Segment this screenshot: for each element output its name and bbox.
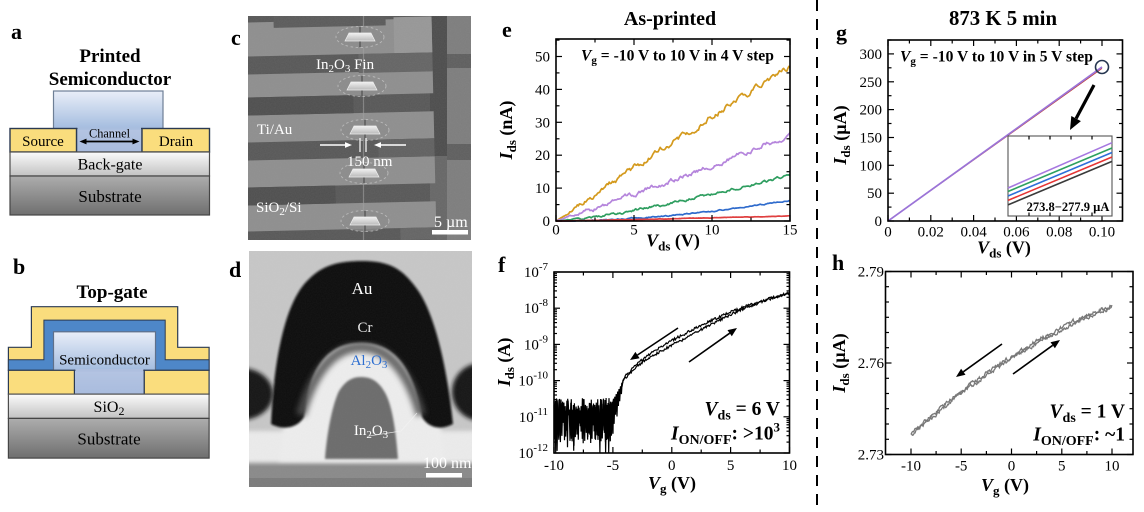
svg-text:Ids (µA): Ids (µA) — [830, 105, 853, 165]
svg-text:0: 0 — [1008, 459, 1016, 475]
svg-text:b: b — [13, 254, 25, 279]
svg-text:c: c — [231, 25, 241, 50]
svg-text:-10: -10 — [901, 459, 921, 475]
svg-text:15: 15 — [783, 223, 798, 239]
svg-text:0: 0 — [875, 214, 883, 230]
svg-text:Ids (nA): Ids (nA) — [496, 101, 519, 161]
svg-text:40: 40 — [535, 82, 550, 98]
svg-text:Semiconductor: Semiconductor — [59, 353, 150, 369]
svg-text:0: 0 — [543, 214, 551, 230]
svg-text:30: 30 — [535, 115, 550, 131]
svg-text:50: 50 — [535, 50, 550, 66]
svg-text:Cr: Cr — [358, 320, 373, 336]
svg-text:20: 20 — [535, 148, 550, 164]
svg-text:10: 10 — [1105, 459, 1120, 475]
svg-text:10: 10 — [535, 181, 550, 197]
svg-text:-5: -5 — [607, 458, 620, 474]
svg-text:Vg (V): Vg (V) — [981, 475, 1029, 498]
svg-text:300: 300 — [860, 47, 883, 63]
svg-text:100: 100 — [860, 158, 883, 174]
svg-text:Printed: Printed — [79, 46, 141, 67]
svg-text:5 µm: 5 µm — [434, 214, 468, 231]
svg-text:Top-gate: Top-gate — [76, 282, 147, 303]
svg-text:150: 150 — [860, 131, 883, 147]
svg-text:10: 10 — [782, 458, 797, 474]
svg-text:100 nm: 100 nm — [423, 455, 472, 472]
svg-text:e: e — [502, 17, 512, 42]
svg-text:0.10: 0.10 — [1089, 225, 1115, 241]
svg-text:Vds (V): Vds (V) — [977, 238, 1031, 261]
svg-text:Vg (V): Vg (V) — [648, 473, 696, 496]
svg-text:5: 5 — [727, 458, 735, 474]
svg-text:In2O3: In2O3 — [354, 423, 389, 441]
svg-text:0: 0 — [668, 458, 676, 474]
svg-text:ION/OFF: >103: ION/OFF: >103 — [670, 420, 780, 449]
svg-text:5: 5 — [1058, 459, 1066, 475]
svg-text:873 K 5 min: 873 K 5 min — [949, 7, 1057, 30]
svg-text:Vg = -10 V to 10 V in 5 V step: Vg = -10 V to 10 V in 5 V step — [900, 49, 1093, 68]
svg-text:150 nm: 150 nm — [347, 154, 393, 170]
svg-text:Vds = 6 V: Vds = 6 V — [705, 399, 780, 424]
svg-text:ION/OFF: ~1: ION/OFF: ~1 — [1032, 425, 1125, 450]
svg-text:SiO2: SiO2 — [94, 399, 125, 418]
svg-text:0: 0 — [552, 223, 560, 239]
svg-text:f: f — [498, 252, 506, 277]
svg-text:Back-gate: Back-gate — [78, 157, 143, 174]
svg-text:0.02: 0.02 — [918, 225, 944, 241]
svg-text:5: 5 — [630, 223, 638, 239]
svg-text:0.08: 0.08 — [1046, 225, 1072, 241]
svg-text:h: h — [832, 250, 844, 275]
svg-text:Ids (A): Ids (A) — [494, 338, 517, 388]
svg-text:Ids (µA): Ids (µA) — [829, 333, 852, 393]
svg-text:50: 50 — [867, 186, 882, 202]
svg-text:2.76: 2.76 — [858, 356, 885, 372]
svg-text:Ti/Au: Ti/Au — [257, 122, 293, 138]
svg-text:0: 0 — [884, 225, 892, 241]
svg-text:2.73: 2.73 — [858, 448, 884, 464]
svg-text:250: 250 — [860, 75, 883, 91]
svg-text:Source: Source — [22, 134, 64, 150]
svg-text:0.06: 0.06 — [1003, 225, 1030, 241]
svg-text:Vds = 1 V: Vds = 1 V — [1050, 402, 1125, 427]
svg-text:273.8−277.9 µA: 273.8−277.9 µA — [1027, 200, 1110, 214]
svg-text:d: d — [229, 257, 241, 282]
svg-text:2.79: 2.79 — [858, 265, 884, 281]
svg-text:Channel: Channel — [89, 127, 131, 141]
svg-text:a: a — [11, 19, 22, 44]
svg-text:Al2O3: Al2O3 — [351, 353, 388, 371]
svg-text:SiO2/Si: SiO2/Si — [256, 200, 302, 218]
svg-text:Substrate: Substrate — [78, 187, 141, 206]
svg-text:Au: Au — [352, 279, 373, 298]
svg-text:As-printed: As-printed — [624, 8, 716, 30]
svg-text:Semiconductor: Semiconductor — [49, 69, 172, 90]
svg-text:Drain: Drain — [159, 134, 194, 150]
svg-text:-10: -10 — [544, 458, 564, 474]
svg-text:200: 200 — [860, 103, 883, 119]
svg-text:10: 10 — [705, 223, 720, 239]
svg-text:0.04: 0.04 — [960, 225, 987, 241]
svg-text:g: g — [836, 20, 847, 45]
svg-text:Vds (V): Vds (V) — [646, 231, 700, 254]
svg-text:Vg = -10 V to 10 V in 4 V step: Vg = -10 V to 10 V in 4 V step — [581, 48, 774, 67]
svg-text:-5: -5 — [955, 459, 968, 475]
svg-text:Substrate: Substrate — [77, 430, 140, 449]
